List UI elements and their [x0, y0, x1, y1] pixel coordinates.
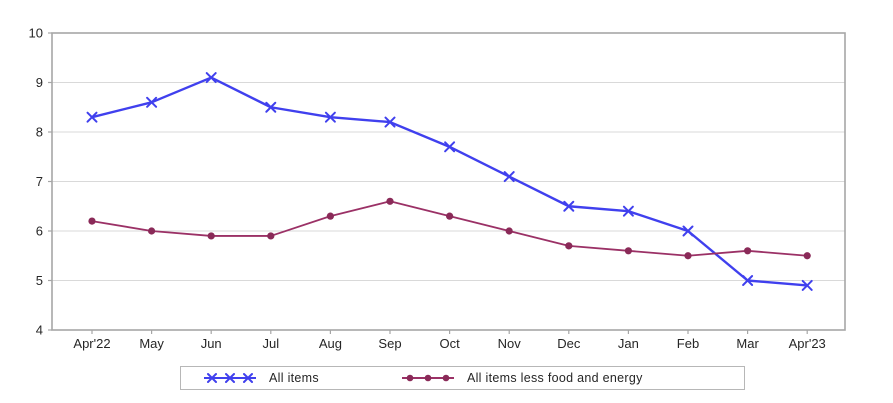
data-point-marker [146, 96, 158, 108]
data-point-marker [446, 212, 454, 220]
data-point-marker [744, 247, 752, 255]
data-point-marker [622, 205, 634, 217]
data-point-marker [682, 225, 694, 237]
data-point-marker [565, 242, 573, 250]
y-tick-label: 10 [29, 26, 43, 41]
data-point-marker [505, 227, 513, 235]
legend-entry-all-items: All items [203, 371, 319, 385]
data-point-marker [563, 200, 575, 212]
x-tick-label: May [139, 336, 164, 351]
x-tick-label: Aug [319, 336, 342, 351]
data-point-marker [803, 252, 811, 260]
data-point-marker [324, 111, 336, 123]
x-tick-label: Jul [262, 336, 279, 351]
y-tick-label: 8 [36, 125, 43, 140]
x-tick-label: Nov [498, 336, 522, 351]
x-tick-label: Apr'23 [789, 336, 826, 351]
data-point-marker [148, 227, 156, 235]
legend-sample-shape [243, 373, 253, 383]
data-point-marker [326, 212, 334, 220]
y-tick-label: 5 [36, 273, 43, 288]
x-tick-label: Feb [677, 336, 699, 351]
series-line-1 [91, 200, 808, 257]
data-point-marker [384, 116, 396, 128]
x-tick-label: Apr'22 [73, 336, 110, 351]
y-tick-label: 9 [36, 75, 43, 90]
x-tick-label: Sep [378, 336, 401, 351]
data-point-marker [624, 247, 633, 255]
x-tick-label: Dec [557, 336, 581, 351]
legend-sample-line-icon [401, 374, 454, 382]
legend-sample-shape [424, 374, 432, 382]
data-point-marker [444, 141, 456, 153]
x-tick-label: Jun [201, 336, 222, 351]
data-point-marker [801, 279, 813, 291]
x-tick-label: Jan [618, 336, 639, 351]
x-tick-label: Mar [736, 336, 759, 351]
data-point-marker [742, 275, 754, 286]
data-point-marker [207, 232, 215, 240]
legend-sample-shape [442, 374, 450, 382]
chart-legend: All items All items less food and energy [180, 366, 745, 390]
y-tick-label: 4 [36, 323, 43, 338]
data-point-marker [386, 197, 394, 205]
data-point-marker [503, 171, 515, 183]
legend-label-core: All items less food and energy [466, 371, 643, 385]
legend-label-all-items: All items [269, 371, 319, 385]
x-tick-label: Oct [439, 336, 460, 351]
legend-sample-shape [225, 373, 235, 383]
y-tick-label: 6 [36, 224, 43, 239]
data-point-marker [88, 217, 96, 225]
data-point-marker [86, 111, 98, 123]
legend-entry-core: All items less food and energy [401, 371, 643, 385]
legend-sample-shape [406, 374, 414, 382]
data-point-marker [267, 232, 275, 240]
y-tick-label: 7 [36, 174, 43, 189]
data-point-marker [684, 252, 692, 260]
legend-sample-line-icon [204, 373, 256, 383]
data-point-marker [265, 101, 277, 113]
data-point-marker [205, 72, 217, 84]
legend-sample-shape [207, 373, 217, 383]
